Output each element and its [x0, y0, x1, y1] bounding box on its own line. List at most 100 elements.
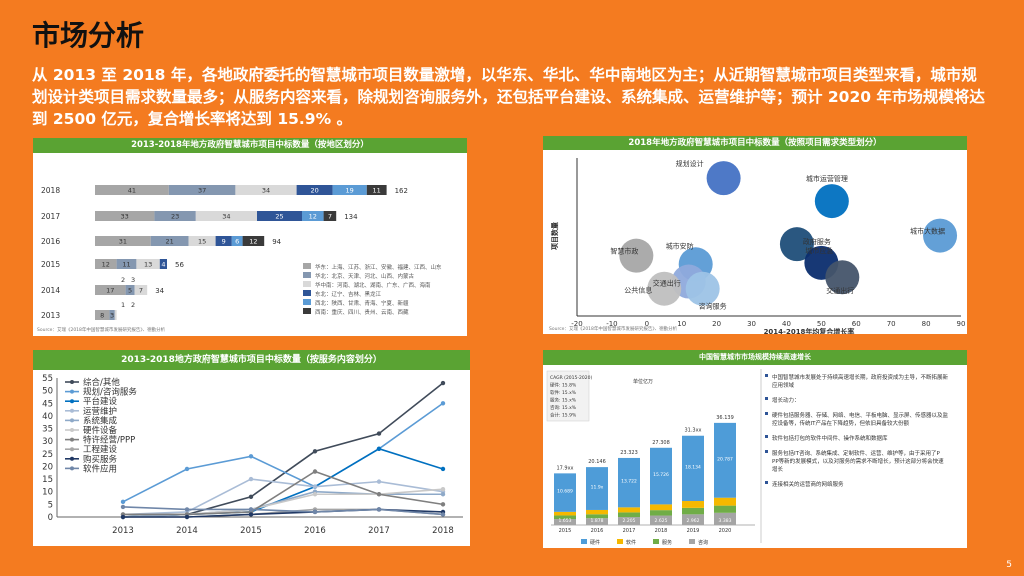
region-bar-segment — [95, 285, 126, 295]
bubble-point — [619, 238, 654, 273]
line-y-tick: 45 — [42, 399, 53, 409]
region-bar-segment — [257, 211, 302, 221]
market-bar-segment — [650, 447, 672, 505]
market-bar-segment — [618, 457, 640, 508]
market-legend-label: 服务 — [662, 539, 672, 546]
region-legend-swatch — [303, 308, 311, 314]
region-bar-label: 7 — [139, 287, 143, 295]
market-bullet-text: 中国智慧城市发展处于持续高速增长期，政府投资成为主导，不断拓展新 — [772, 373, 949, 381]
bubble-label: 公共信息 — [624, 286, 652, 295]
line-legend-label: 运营维护 — [83, 406, 117, 417]
region-small-label: 1 — [121, 301, 125, 309]
market-bullet-text: 连接相关的运营商的网络服务 — [772, 480, 844, 488]
market-bar-segment — [682, 501, 704, 508]
line-y-tick: 25 — [42, 450, 53, 460]
line-y-tick: 20 — [42, 462, 53, 472]
market-bar-segment — [682, 507, 704, 515]
market-bullet-mark — [765, 397, 768, 400]
line-legend-label: 特许经营/PPP — [83, 435, 135, 446]
market-bullet-text: 硬件包括服务器、存储、网络、电信、平板电脑、显示屏、传感器以及监 — [772, 411, 949, 419]
region-bar-segment — [296, 185, 333, 195]
line-point — [440, 502, 446, 507]
market-legend-swatch — [653, 539, 659, 544]
market-bullet-mark — [765, 374, 768, 377]
market-total-label: 17.9xx — [556, 465, 573, 471]
market-bullet-text: 增长动力： — [772, 396, 800, 404]
line-point — [120, 514, 126, 520]
line-y-tick: 0 — [48, 513, 53, 523]
bubble-x-tick: 80 — [922, 320, 931, 328]
market-inner-label: 1.653 — [559, 518, 572, 524]
line-y-tick: 5 — [48, 500, 53, 510]
line-y-tick: 10 — [42, 488, 53, 498]
line-y-tick: 35 — [42, 425, 53, 435]
market-bar-segment — [554, 519, 576, 525]
line-legend-marker — [70, 466, 74, 471]
region-bar-label: 34 — [222, 213, 230, 221]
region-bar-segment — [109, 310, 115, 320]
bubble-label: 政府服务 — [803, 237, 831, 246]
region-total-label: 134 — [344, 213, 358, 221]
line-point — [376, 492, 382, 497]
line-legend-marker — [70, 456, 74, 461]
region-legend-label: 华中南：河南、湖北、湖南、广东、广西、海南 — [315, 281, 431, 289]
line-x-tick: 2016 — [304, 526, 326, 536]
line-point — [312, 484, 318, 489]
market-bullet-text: 应用领域 — [772, 381, 795, 389]
market-legend-label: 咨询 — [698, 539, 708, 546]
market-total-label: 31.3xx — [684, 428, 701, 434]
region-legend-label: 东北：辽宁、吉林、黑龙江 — [315, 290, 382, 298]
bubble-point — [923, 218, 958, 253]
market-cagr-line: 咨询: 15.x% — [550, 404, 577, 411]
service-line-chart: 0 5 10 15 20 25 30 35 40 45 50 55 2013 2014 2015 2016 20… — [42, 374, 463, 536]
market-inner-label: 2.625 — [655, 518, 668, 524]
market-legend-label: 硬件 — [590, 539, 600, 546]
chart-panel-region: 2013-2018年地方政府智慧城市项目中标数量（按地区划分） 2018 41 37… — [33, 138, 467, 336]
chart-panel-demand: 2018年地方政府智慧城市项目中标数量（按照项目需求类型划分） -20 -10 0 1… — [543, 136, 967, 334]
market-bar-segment — [682, 514, 704, 525]
region-bar-label: 4 — [161, 261, 165, 269]
market-inner-label: 11.9x — [591, 485, 604, 491]
line-point — [376, 507, 382, 512]
line-point — [184, 514, 190, 520]
line-legend-marker — [70, 408, 74, 413]
market-bar-segment — [618, 512, 640, 518]
line-point — [376, 446, 382, 451]
bubble-x-tick: 60 — [852, 320, 861, 328]
region-bar-segment — [195, 211, 257, 221]
chart-title-demand: 2018年地方政府智慧城市项目中标数量（按照项目需求类型划分） — [543, 136, 967, 150]
line-point — [440, 380, 446, 386]
market-bar-segment — [714, 422, 736, 498]
market-bullet-mark — [765, 481, 768, 484]
region-total-label: 34 — [155, 287, 164, 295]
market-bar-segment — [554, 511, 576, 516]
line-x-tick: 2014 — [176, 526, 198, 536]
region-source: Source：艾瑞《2018年中国智慧城市发展研究报告》、德勤分析 — [37, 326, 166, 333]
line-point — [248, 507, 254, 512]
line-legend-marker — [70, 380, 74, 384]
region-bar-label: 6 — [235, 238, 239, 246]
market-inner-label: 2.205 — [623, 518, 636, 524]
market-bar-segment — [650, 504, 672, 511]
market-inner-label: 20.787 — [717, 456, 733, 462]
region-bar-label: 9 — [222, 238, 226, 246]
bubble-label: 智慧市政 — [610, 247, 638, 256]
market-inner-label: 15.726 — [653, 472, 669, 478]
market-x-tick: 2016 — [591, 528, 604, 534]
bubble-label: 规划设计 — [676, 159, 704, 168]
market-bullet-text: 服务包括IT咨询、系统集成、定制软件、运营、维护等，由于采用了P — [772, 449, 940, 457]
market-legend-label: 软件 — [626, 539, 636, 546]
market-bullet-text: PP等新的发展模式，以及对服务的需求不断增长，预计这部分将会快速 — [772, 457, 944, 465]
line-point — [312, 492, 318, 497]
bubble-label: 城市安防 — [666, 241, 694, 250]
region-small-label: 3 — [131, 276, 135, 284]
region-bar-label: 34 — [262, 187, 270, 195]
market-bar-segment — [586, 467, 608, 510]
market-bar-segment — [714, 497, 736, 506]
line-legend-label: 工程建设 — [83, 444, 118, 455]
line-point — [248, 476, 254, 482]
chart-panel-market: 中国智慧城市市场规模持续高速增长 17.9xx 2015 10.689 1.653 20… — [543, 350, 967, 548]
region-total-label: 56 — [175, 261, 184, 269]
slide-title: 市场分析 — [32, 19, 145, 52]
line-point — [120, 504, 126, 510]
